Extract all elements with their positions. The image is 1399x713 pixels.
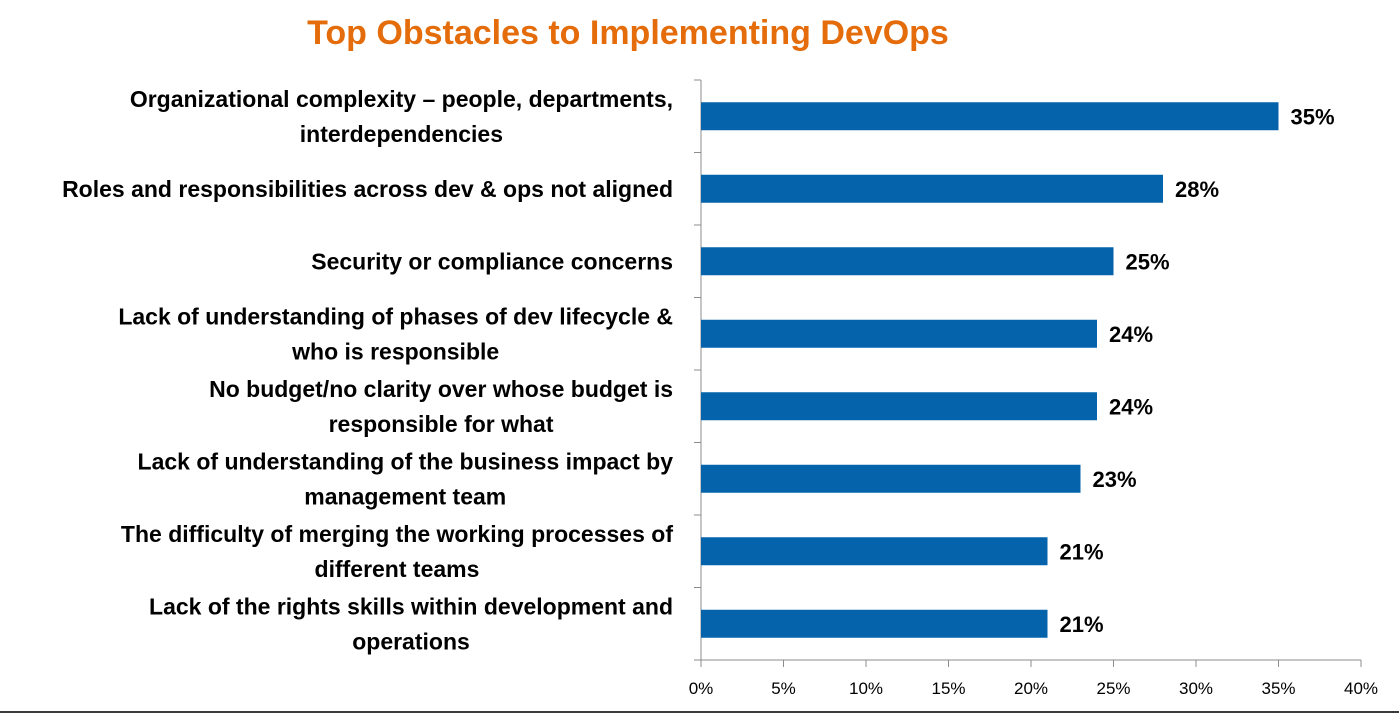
bar bbox=[701, 609, 1048, 638]
category-label: Lack of understanding of phases of dev l… bbox=[118, 303, 673, 364]
x-tick-labels: 0% 5% 10% 15% 20% 25% 30% 35% 40% bbox=[689, 679, 1378, 698]
category-label: Lack of understanding of the business im… bbox=[138, 448, 674, 509]
chart-title: Top Obstacles to Implementing DevOps bbox=[307, 14, 949, 52]
bar bbox=[701, 102, 1279, 131]
data-label: 25% bbox=[1126, 249, 1170, 274]
x-tick-label: 5% bbox=[771, 679, 796, 698]
x-tick-label: 0% bbox=[689, 679, 714, 698]
x-tick-label: 30% bbox=[1179, 679, 1213, 698]
x-tick-label: 35% bbox=[1261, 679, 1295, 698]
category-label: Lack of the rights skills within develop… bbox=[149, 593, 673, 654]
category-label: Roles and responsibilities across dev & … bbox=[62, 176, 673, 202]
bottom-divider bbox=[0, 711, 1399, 713]
data-label: 24% bbox=[1109, 322, 1153, 347]
x-tick-label: 25% bbox=[1096, 679, 1130, 698]
bar bbox=[701, 464, 1081, 493]
data-label: 24% bbox=[1109, 394, 1153, 419]
data-label: 21% bbox=[1060, 612, 1104, 637]
category-label: No budget/no clarity over whose budget i… bbox=[209, 376, 673, 437]
x-tick-label: 15% bbox=[931, 679, 965, 698]
data-label: 21% bbox=[1060, 539, 1104, 564]
bar-group bbox=[701, 102, 1279, 638]
x-tick-label: 20% bbox=[1014, 679, 1048, 698]
category-label: Security or compliance concerns bbox=[311, 248, 673, 274]
category-labels: Organizational complexity – people, depa… bbox=[62, 86, 673, 655]
data-label: 28% bbox=[1175, 177, 1219, 202]
data-label: 35% bbox=[1291, 104, 1335, 129]
category-label: The difficulty of merging the working pr… bbox=[121, 521, 673, 582]
bar bbox=[701, 247, 1114, 276]
bar bbox=[701, 319, 1097, 348]
value-labels: 35% 28% 25% 24% 24% 23% 21% 21% bbox=[1060, 104, 1335, 637]
bar bbox=[701, 174, 1163, 203]
category-label: Organizational complexity – people, depa… bbox=[130, 86, 673, 147]
bar bbox=[701, 392, 1097, 421]
data-label: 23% bbox=[1093, 467, 1137, 492]
x-tick-label: 10% bbox=[849, 679, 883, 698]
chart-axes bbox=[694, 79, 1362, 667]
bar bbox=[701, 537, 1048, 566]
x-tick-label: 40% bbox=[1344, 679, 1378, 698]
